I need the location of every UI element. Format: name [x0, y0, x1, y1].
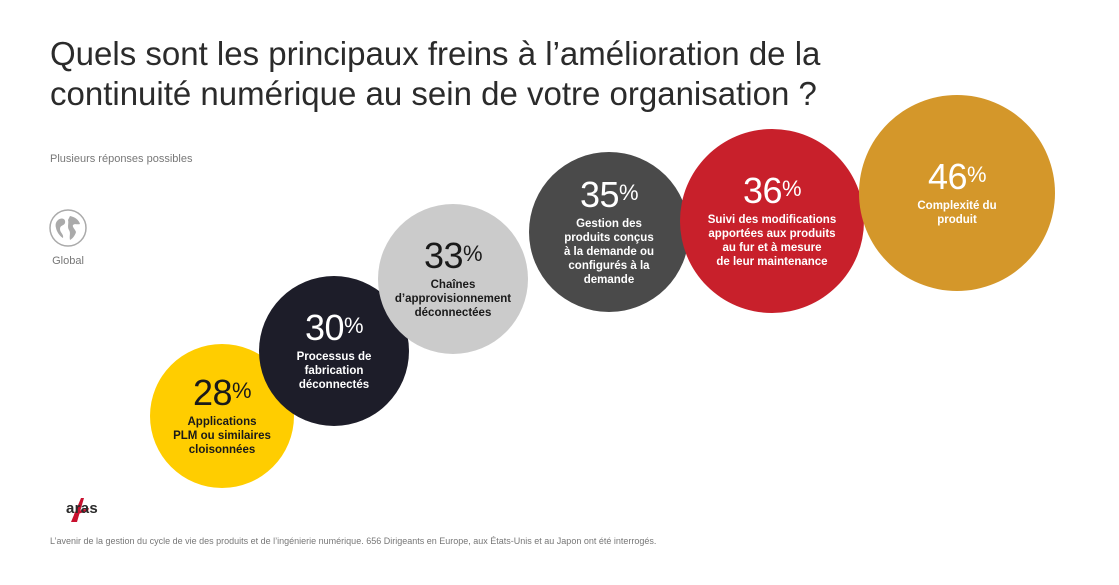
- bubble-value: 28%: [192, 372, 252, 413]
- bubble-value-number: 36: [742, 170, 783, 211]
- bubble-value-unit: %: [966, 162, 987, 187]
- bubble-value-unit: %: [343, 313, 364, 338]
- bubble-label-line: Applications: [187, 416, 257, 428]
- bubble-4: 35% Gestion des produits conçus à la demand…: [529, 152, 689, 312]
- bubble-label-line: Gestion des: [576, 218, 642, 230]
- bubble-label-line: Chaînes: [430, 279, 476, 291]
- bubble-5: 36% Suivi des modifications apportées aux …: [680, 129, 864, 313]
- bubble-value-unit: %: [781, 176, 802, 201]
- bubble-label: Chaînes d’approvisionnement déconnectées: [395, 278, 511, 320]
- bubble-label-line: d’approvisionnement: [394, 293, 512, 305]
- bubble-label-line: déconnectés: [298, 379, 370, 391]
- bubble-label-line: produits conçus: [564, 232, 654, 244]
- bubble-value-unit: %: [231, 378, 252, 403]
- bubble-label-line: de leur maintenance: [716, 256, 828, 268]
- bubble-label-line: cloisonnées: [188, 444, 256, 456]
- bubble-label-line: PLM ou similaires: [173, 430, 271, 442]
- bubble-label-line: fabrication: [304, 365, 364, 377]
- bubble-value-number: 28: [192, 372, 233, 413]
- bubble-value-number: 33: [423, 235, 464, 276]
- bubble-value-number: 35: [579, 174, 620, 215]
- bubble-label: Suivi des modifications apportées aux pro…: [708, 213, 836, 269]
- subtitle: Plusieurs réponses possibles: [50, 153, 193, 165]
- bubble-label: Applications PLM ou similaires cloisonnées: [173, 415, 271, 457]
- bubble-label: Gestion des produits conçus à la demande o…: [564, 217, 654, 287]
- bubble-label-line: demande: [583, 274, 635, 286]
- footnote: L’avenir de la gestion du cycle de vie d…: [50, 536, 657, 546]
- bubble-3: 33% Chaînes d’approvisionnement déconnectée…: [378, 204, 528, 354]
- bubble-label-line: déconnectées: [414, 307, 492, 319]
- region-indicator: Global: [46, 208, 90, 267]
- bubble-6: 46% Complexité du produit: [859, 95, 1055, 291]
- bubble-label-line: apportées aux produits: [708, 228, 836, 240]
- bubble-value-number: 46: [927, 156, 968, 197]
- bubble-label-line: Processus de: [296, 351, 372, 363]
- bubble-value: 30%: [304, 307, 364, 348]
- bubble-value: 46%: [927, 156, 987, 197]
- bubble-label: Complexité du produit: [917, 199, 996, 227]
- region-label: Global: [52, 255, 84, 267]
- bubble-value-unit: %: [462, 241, 483, 266]
- aras-logo-icon: [71, 498, 89, 522]
- bubble-label: Processus de fabrication déconnectés: [297, 350, 372, 392]
- bubble-label-line: configurés à la: [568, 260, 650, 272]
- bubble-value: 36%: [742, 170, 802, 211]
- bubble-label-line: Complexité du: [917, 200, 997, 212]
- bubble-value: 35%: [579, 174, 639, 215]
- globe-icon: [49, 209, 87, 247]
- brand-name: aras: [66, 500, 99, 517]
- bubble-label-line: Suivi des modifications: [707, 214, 837, 226]
- bubble-label-line: produit: [937, 214, 977, 226]
- page-title: Quels sont les principaux freins à l’amé…: [50, 35, 821, 112]
- bubble-value: 33%: [423, 235, 483, 276]
- bubble-label-line: au fur et à mesure: [722, 242, 822, 254]
- bubble-value-unit: %: [618, 180, 639, 205]
- bubble-value-number: 30: [304, 307, 345, 348]
- bubble-label-line: à la demande ou: [563, 246, 655, 258]
